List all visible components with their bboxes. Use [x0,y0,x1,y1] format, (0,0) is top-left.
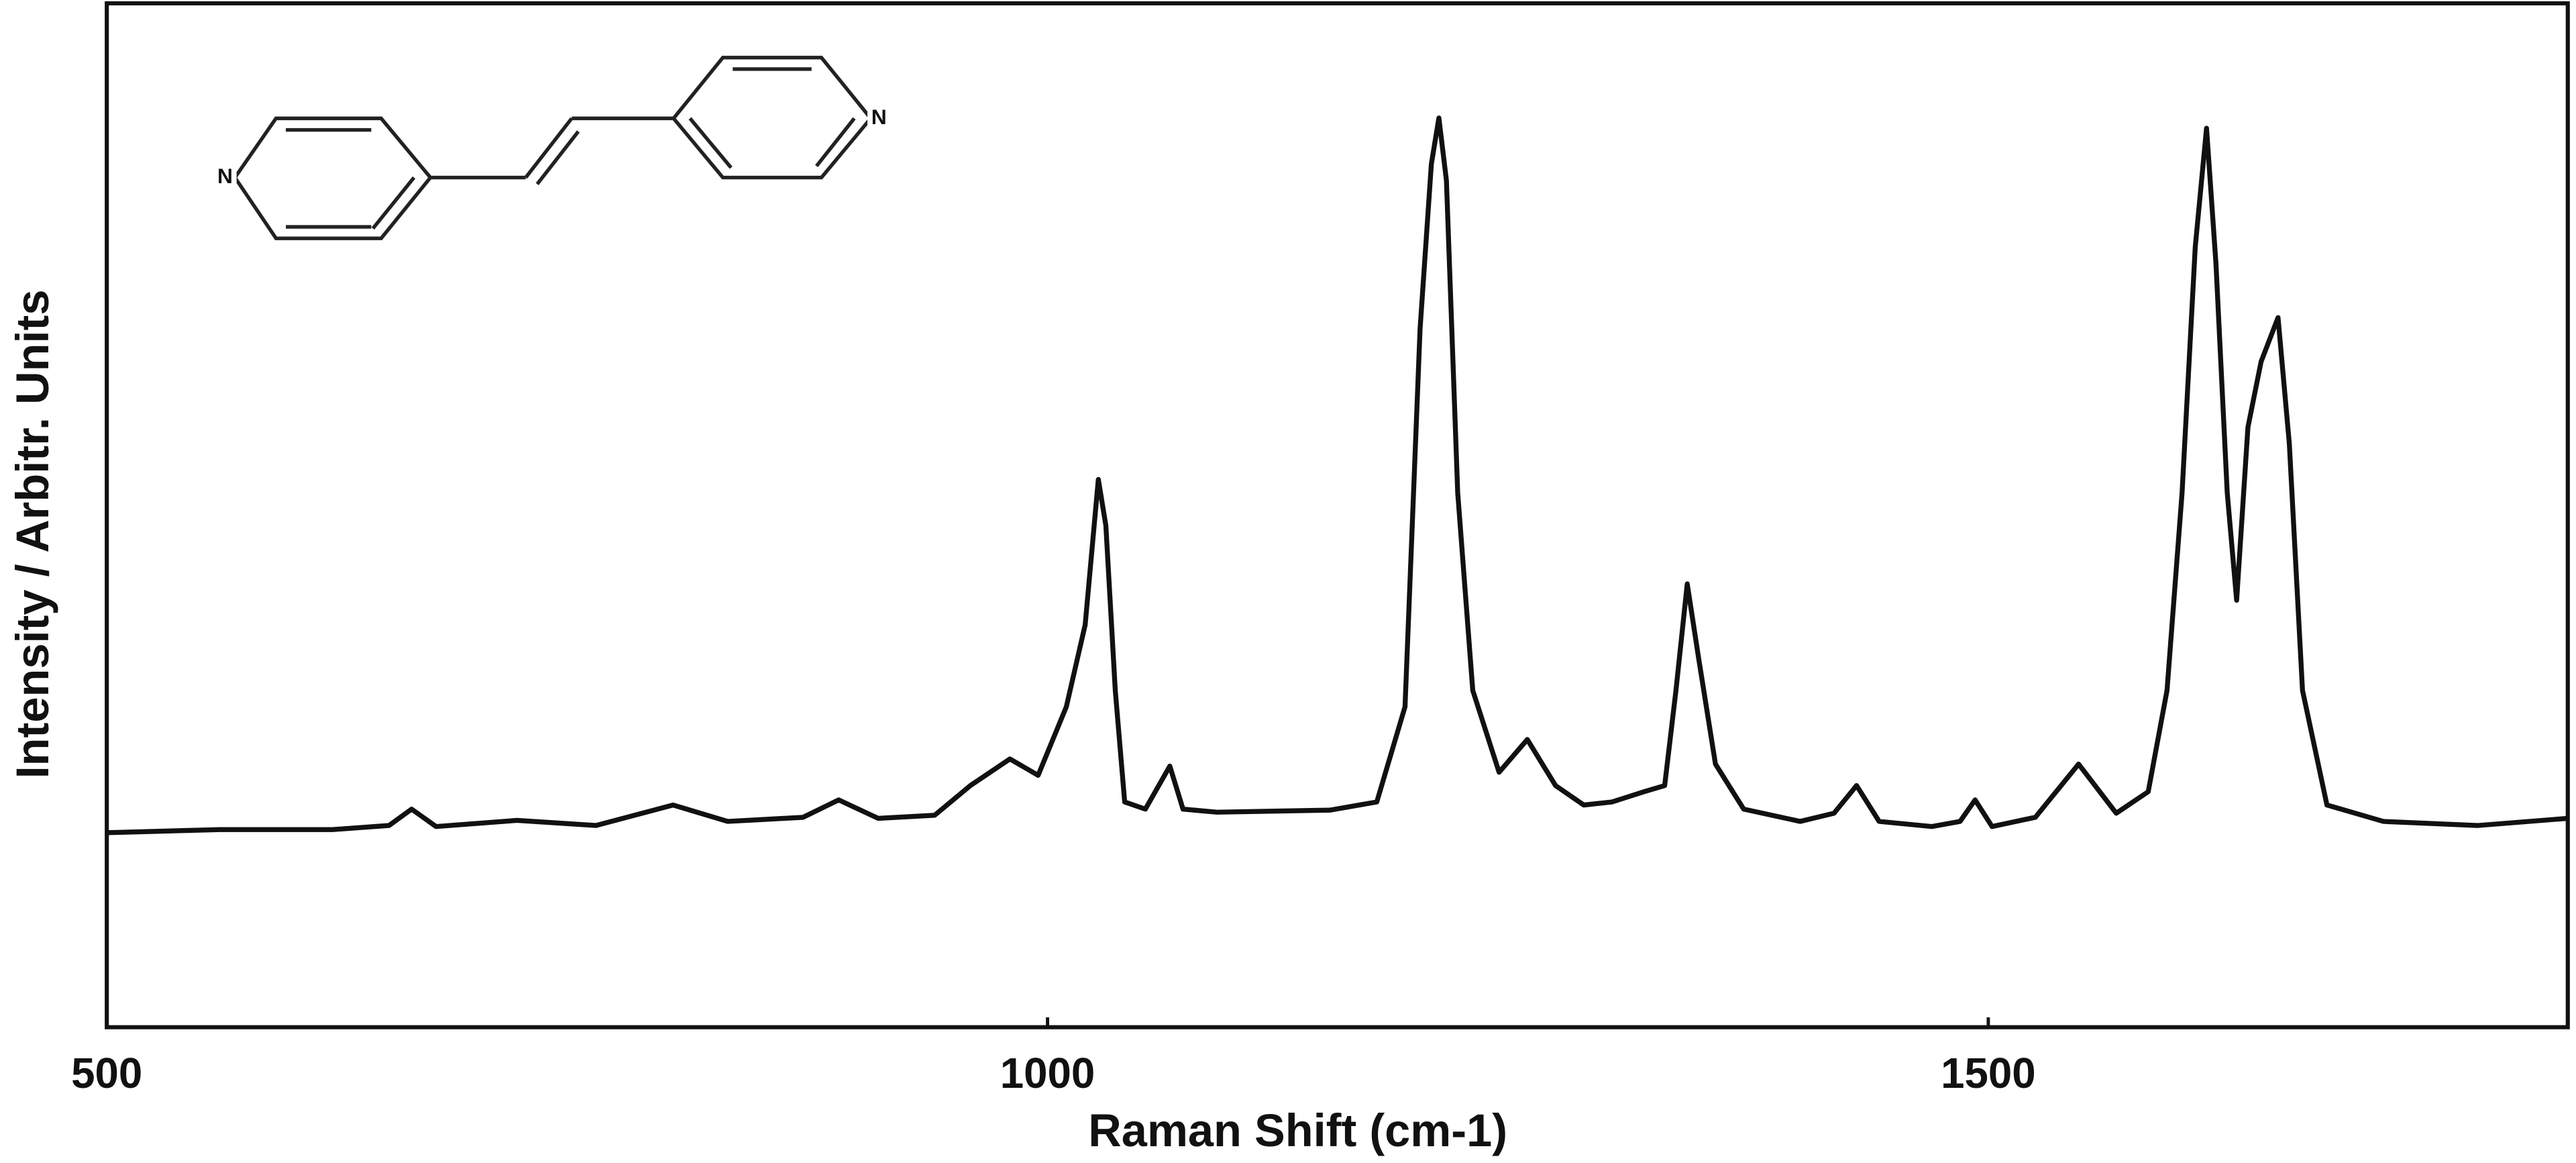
x-axis-title: Raman Shift (cm-1) [1088,1105,1507,1156]
atom-label: N [871,105,887,129]
pyridine-ring [232,116,433,240]
atom-label: N [217,164,233,188]
x-tick-label: 500 [71,1050,142,1097]
x-tick-label: 1500 [1941,1050,2036,1097]
double-bond [535,130,580,185]
x-tick-label: 1000 [1000,1050,1095,1097]
molecule: N N [213,56,891,240]
bond [524,117,574,179]
atom-bg [213,162,237,193]
atom-bg [867,103,891,134]
double-bond [688,117,733,169]
y-axis-title: Intensity / Arbitr. Units [7,290,58,779]
double-bond [815,117,856,168]
spectrum-line [107,115,2569,836]
pyridine-ring [671,56,873,180]
plot-frame [105,1,2570,1029]
double-bond [371,176,416,230]
